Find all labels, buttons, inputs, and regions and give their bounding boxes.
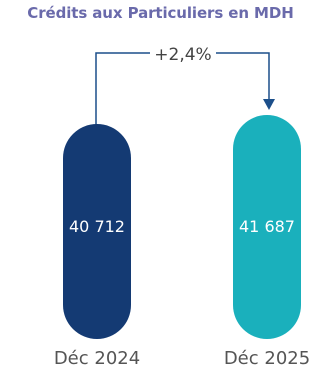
bar-label-dec-2025: 41 687 [239,217,295,236]
growth-label: +2,4% [154,45,211,65]
category-label-dec-2025: Déc 2025 [224,348,310,369]
growth-arrowhead [263,99,275,110]
bar-label-dec-2024: 40 712 [69,217,125,236]
category-label-dec-2024: Déc 2024 [54,348,140,369]
